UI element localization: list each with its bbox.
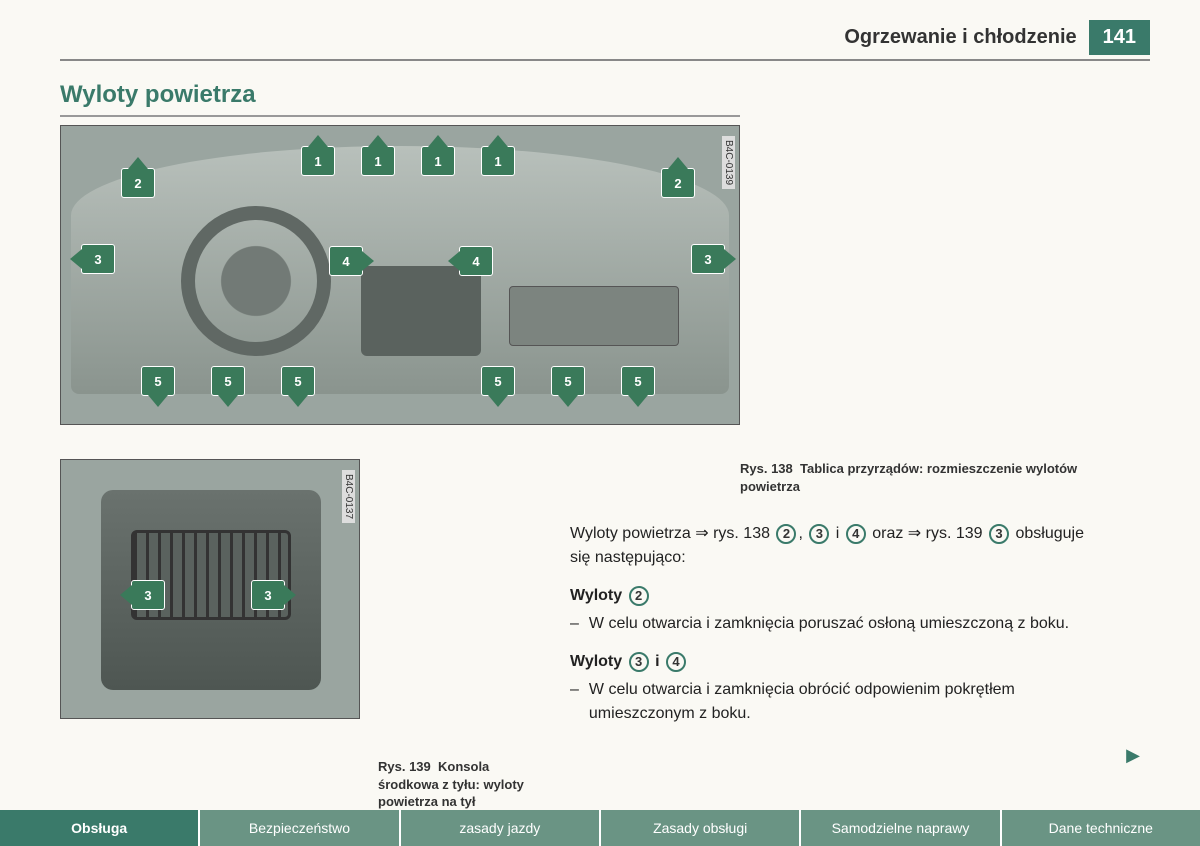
section-title: Wyloty powietrza <box>60 81 740 117</box>
body-text: Wyloty powietrza ⇒ rys. 138 2, 3 i 4 ora… <box>570 522 1100 730</box>
steering-wheel-icon <box>181 206 331 356</box>
text: Wyloty <box>570 653 627 670</box>
vent-arrow-1: 1 <box>421 146 455 176</box>
bullet-2: – W celu otwarcia i zamknięcia obrócić o… <box>570 678 1100 726</box>
chapter-title: Ogrzewanie i chłodzenie <box>844 26 1076 49</box>
text: W celu otwarcia i zamknięcia poruszać os… <box>589 612 1069 636</box>
vent-arrow-5: 5 <box>481 366 515 396</box>
text: i <box>655 653 664 670</box>
figure-139-caption: Rys. 139 Konsola środkowa z tyłu: wyloty… <box>378 758 538 811</box>
vent-arrow-3: 3 <box>131 580 165 610</box>
footer-tab-zasady-obsługi[interactable]: Zasady obsługi <box>601 810 801 846</box>
vent-arrow-5: 5 <box>141 366 175 396</box>
ref-circle-2b: 2 <box>629 586 649 606</box>
subhead-wyloty-2: Wyloty 2 <box>570 584 1100 608</box>
dashboard-illustration <box>71 146 729 394</box>
footer-tab-samodzielne-naprawy[interactable]: Samodzielne naprawy <box>801 810 1001 846</box>
footer-tab-obsługa[interactable]: Obsługa <box>0 810 200 846</box>
figure-139: B4C-0137 3 3 <box>60 459 360 719</box>
vent-arrow-4: 4 <box>329 246 363 276</box>
ref-circle-3: 3 <box>809 524 829 544</box>
ref-circle-3c: 3 <box>629 652 649 672</box>
center-console-icon <box>361 266 481 356</box>
ref-circle-2: 2 <box>776 524 796 544</box>
subhead-wyloty-3-4: Wyloty 3 i 4 <box>570 650 1100 674</box>
figure-code: B4C-0139 <box>722 136 735 189</box>
vent-arrow-2: 2 <box>661 168 695 198</box>
figure-138: B4C-0139 1111223344555555 <box>60 125 740 425</box>
vent-arrow-3: 3 <box>691 244 725 274</box>
glovebox-icon <box>509 286 679 346</box>
vent-arrow-4: 4 <box>459 246 493 276</box>
ref-circle-4b: 4 <box>666 652 686 672</box>
figure-code: B4C-0137 <box>342 470 355 523</box>
vent-arrow-3: 3 <box>81 244 115 274</box>
dash-icon: – <box>570 612 579 636</box>
bullet-1: – W celu otwarcia i zamknięcia poruszać … <box>570 612 1100 636</box>
page-header: Ogrzewanie i chłodzenie 141 <box>60 20 1150 61</box>
text: oraz ⇒ rys. 139 <box>872 525 987 542</box>
text: Wyloty powietrza ⇒ rys. 138 <box>570 525 774 542</box>
vent-arrow-5: 5 <box>211 366 245 396</box>
footer-tab-dane-techniczne[interactable]: Dane techniczne <box>1002 810 1200 846</box>
ref-circle-4: 4 <box>846 524 866 544</box>
footer-tab-bezpieczeństwo[interactable]: Bezpieczeństwo <box>200 810 400 846</box>
manual-page: Ogrzewanie i chłodzenie 141 Wyloty powie… <box>0 0 1200 846</box>
caption-prefix: Rys. 139 <box>378 759 431 774</box>
vent-arrow-5: 5 <box>281 366 315 396</box>
footer-tab-zasady-jazdy[interactable]: zasady jazdy <box>401 810 601 846</box>
text: Wyloty <box>570 587 627 604</box>
vent-arrow-3: 3 <box>251 580 285 610</box>
vent-arrow-1: 1 <box>361 146 395 176</box>
vent-arrow-1: 1 <box>481 146 515 176</box>
vent-arrow-2: 2 <box>121 168 155 198</box>
continue-arrow-icon: ▶ <box>1126 745 1140 766</box>
vent-arrow-5: 5 <box>621 366 655 396</box>
intro-paragraph: Wyloty powietrza ⇒ rys. 138 2, 3 i 4 ora… <box>570 522 1100 570</box>
vent-arrow-5: 5 <box>551 366 585 396</box>
text: W celu otwarcia i zamknięcia obrócić odp… <box>589 678 1100 726</box>
dash-icon: – <box>570 678 579 726</box>
footer-nav: ObsługaBezpieczeństwozasady jazdyZasady … <box>0 810 1200 846</box>
caption-prefix: Rys. 138 <box>740 461 793 476</box>
figure-138-caption: Rys. 138 Tablica przyrządów: rozmieszcze… <box>740 460 1110 495</box>
page-number: 141 <box>1089 20 1150 55</box>
ref-circle-3b: 3 <box>989 524 1009 544</box>
vent-arrow-1: 1 <box>301 146 335 176</box>
